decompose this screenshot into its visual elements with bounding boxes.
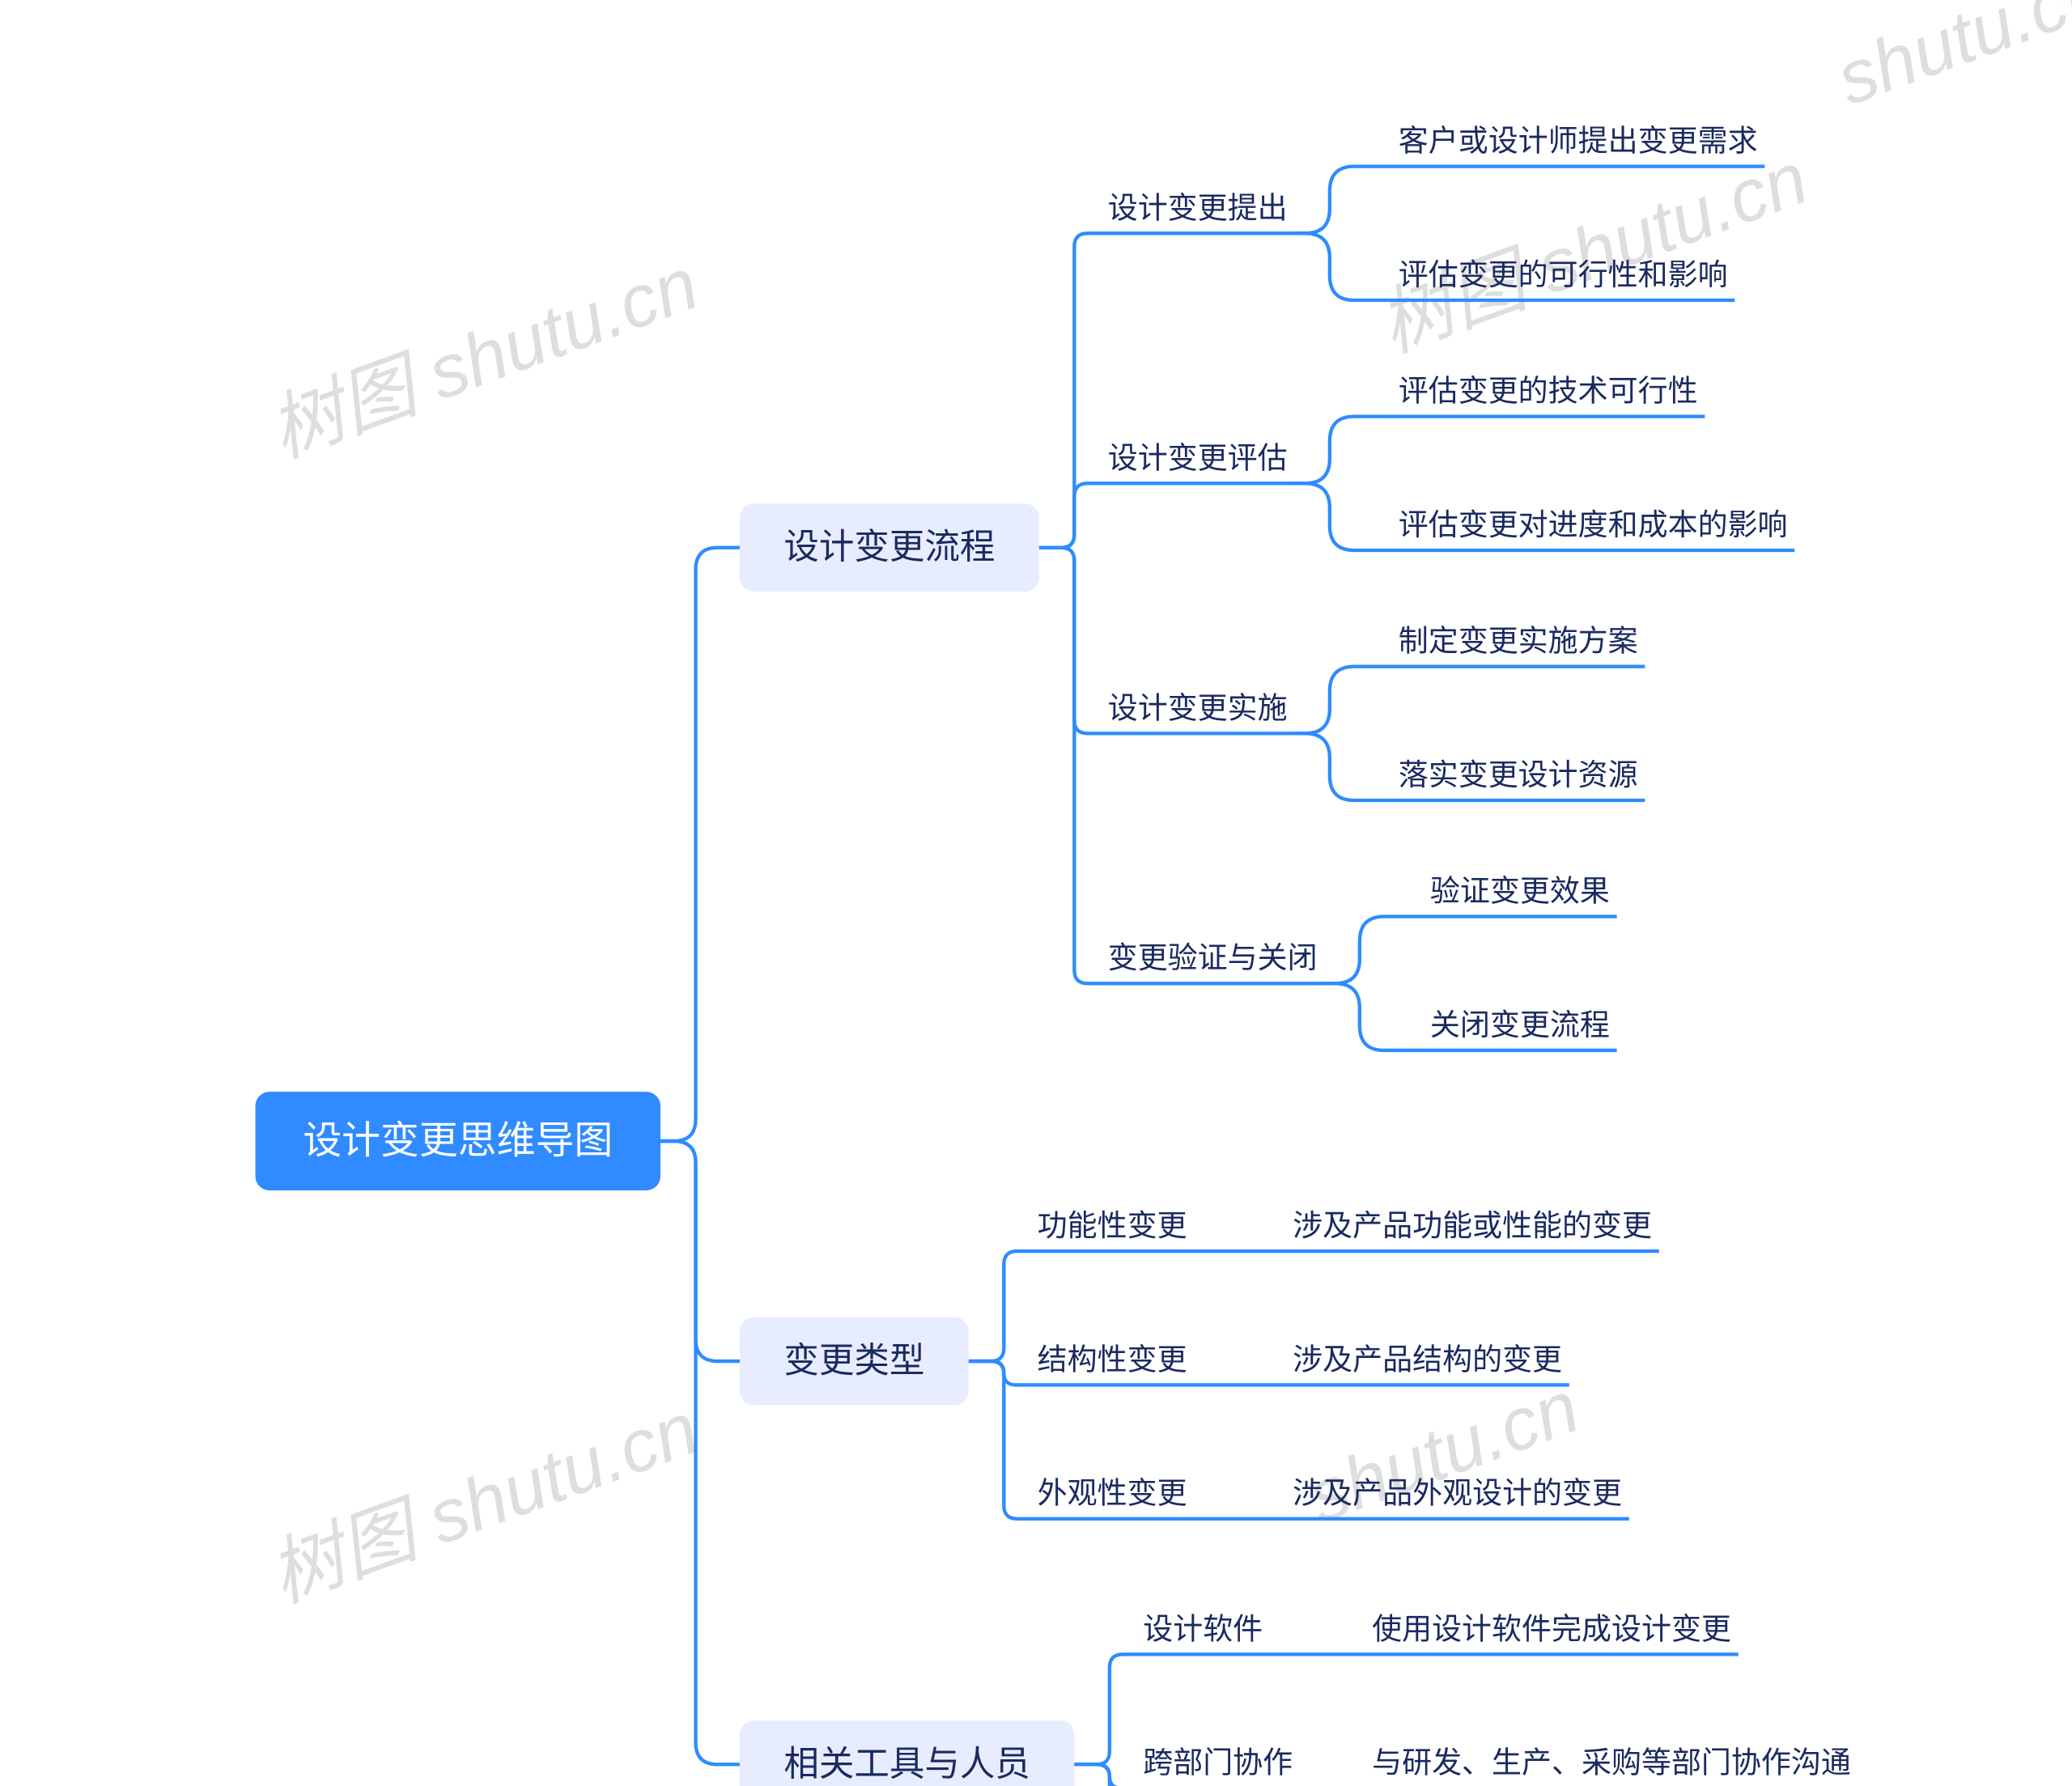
level4-node-label: 验证变更效果 [1430,875,1610,908]
level4-node-label: 落实变更设计资源 [1399,758,1638,791]
root-node-label: 设计变更思维导图 [303,1120,613,1163]
branch-node-label: 设计变更流程 [783,528,995,567]
level3-node-label: 结构性变更 [1038,1343,1187,1376]
level3-node-label: 设计变更提出 [1108,191,1288,224]
level4-node-label: 涉及产品外观设计的变更 [1293,1477,1622,1510]
branch-node-label: 变更类型 [783,1342,924,1381]
level3-node-label: 设计变更实施 [1108,691,1288,724]
branch-node-label: 相关工具与人员 [783,1745,1030,1784]
branch-node: 变更类型 [740,1317,969,1406]
level4-node-label: 制定变更实施方案 [1399,625,1638,658]
level3-node-label: 功能性变更 [1038,1209,1187,1242]
level4-node-label: 关闭变更流程 [1430,1008,1610,1041]
level4-node-label: 评估变更的可行性和影响 [1399,258,1728,291]
level3-node-label: 跨部门协作 [1143,1746,1293,1780]
level3-node-label: 外观性变更 [1038,1477,1187,1510]
level4-node-label: 使用设计软件完成设计变更 [1372,1612,1731,1645]
root-node: 设计变更思维导图 [256,1092,660,1190]
branch-node: 相关工具与人员 [740,1720,1074,1786]
branch-node: 设计变更流程 [740,503,1039,592]
level4-node-label: 客户或设计师提出变更需求 [1399,125,1758,158]
level4-node-label: 评估变更的技术可行性 [1399,375,1698,408]
level4-node-label: 涉及产品结构的变更 [1293,1343,1562,1376]
level3-node-label: 变更验证与关闭 [1108,941,1318,974]
level4-node-label: 评估变更对进度和成本的影响 [1399,508,1788,541]
mindmap-canvas: 树图 shutu.cn树图 shutu.cnshutu.cn树图 shutu.c… [0,0,2072,1786]
level3-node-label: 设计软件 [1143,1612,1263,1645]
level4-node-label: 与研发、生产、采购等部门协作沟通 [1372,1746,1851,1780]
level4-node-label: 涉及产品功能或性能的变更 [1293,1209,1652,1242]
level3-node-label: 设计变更评估 [1108,441,1288,474]
